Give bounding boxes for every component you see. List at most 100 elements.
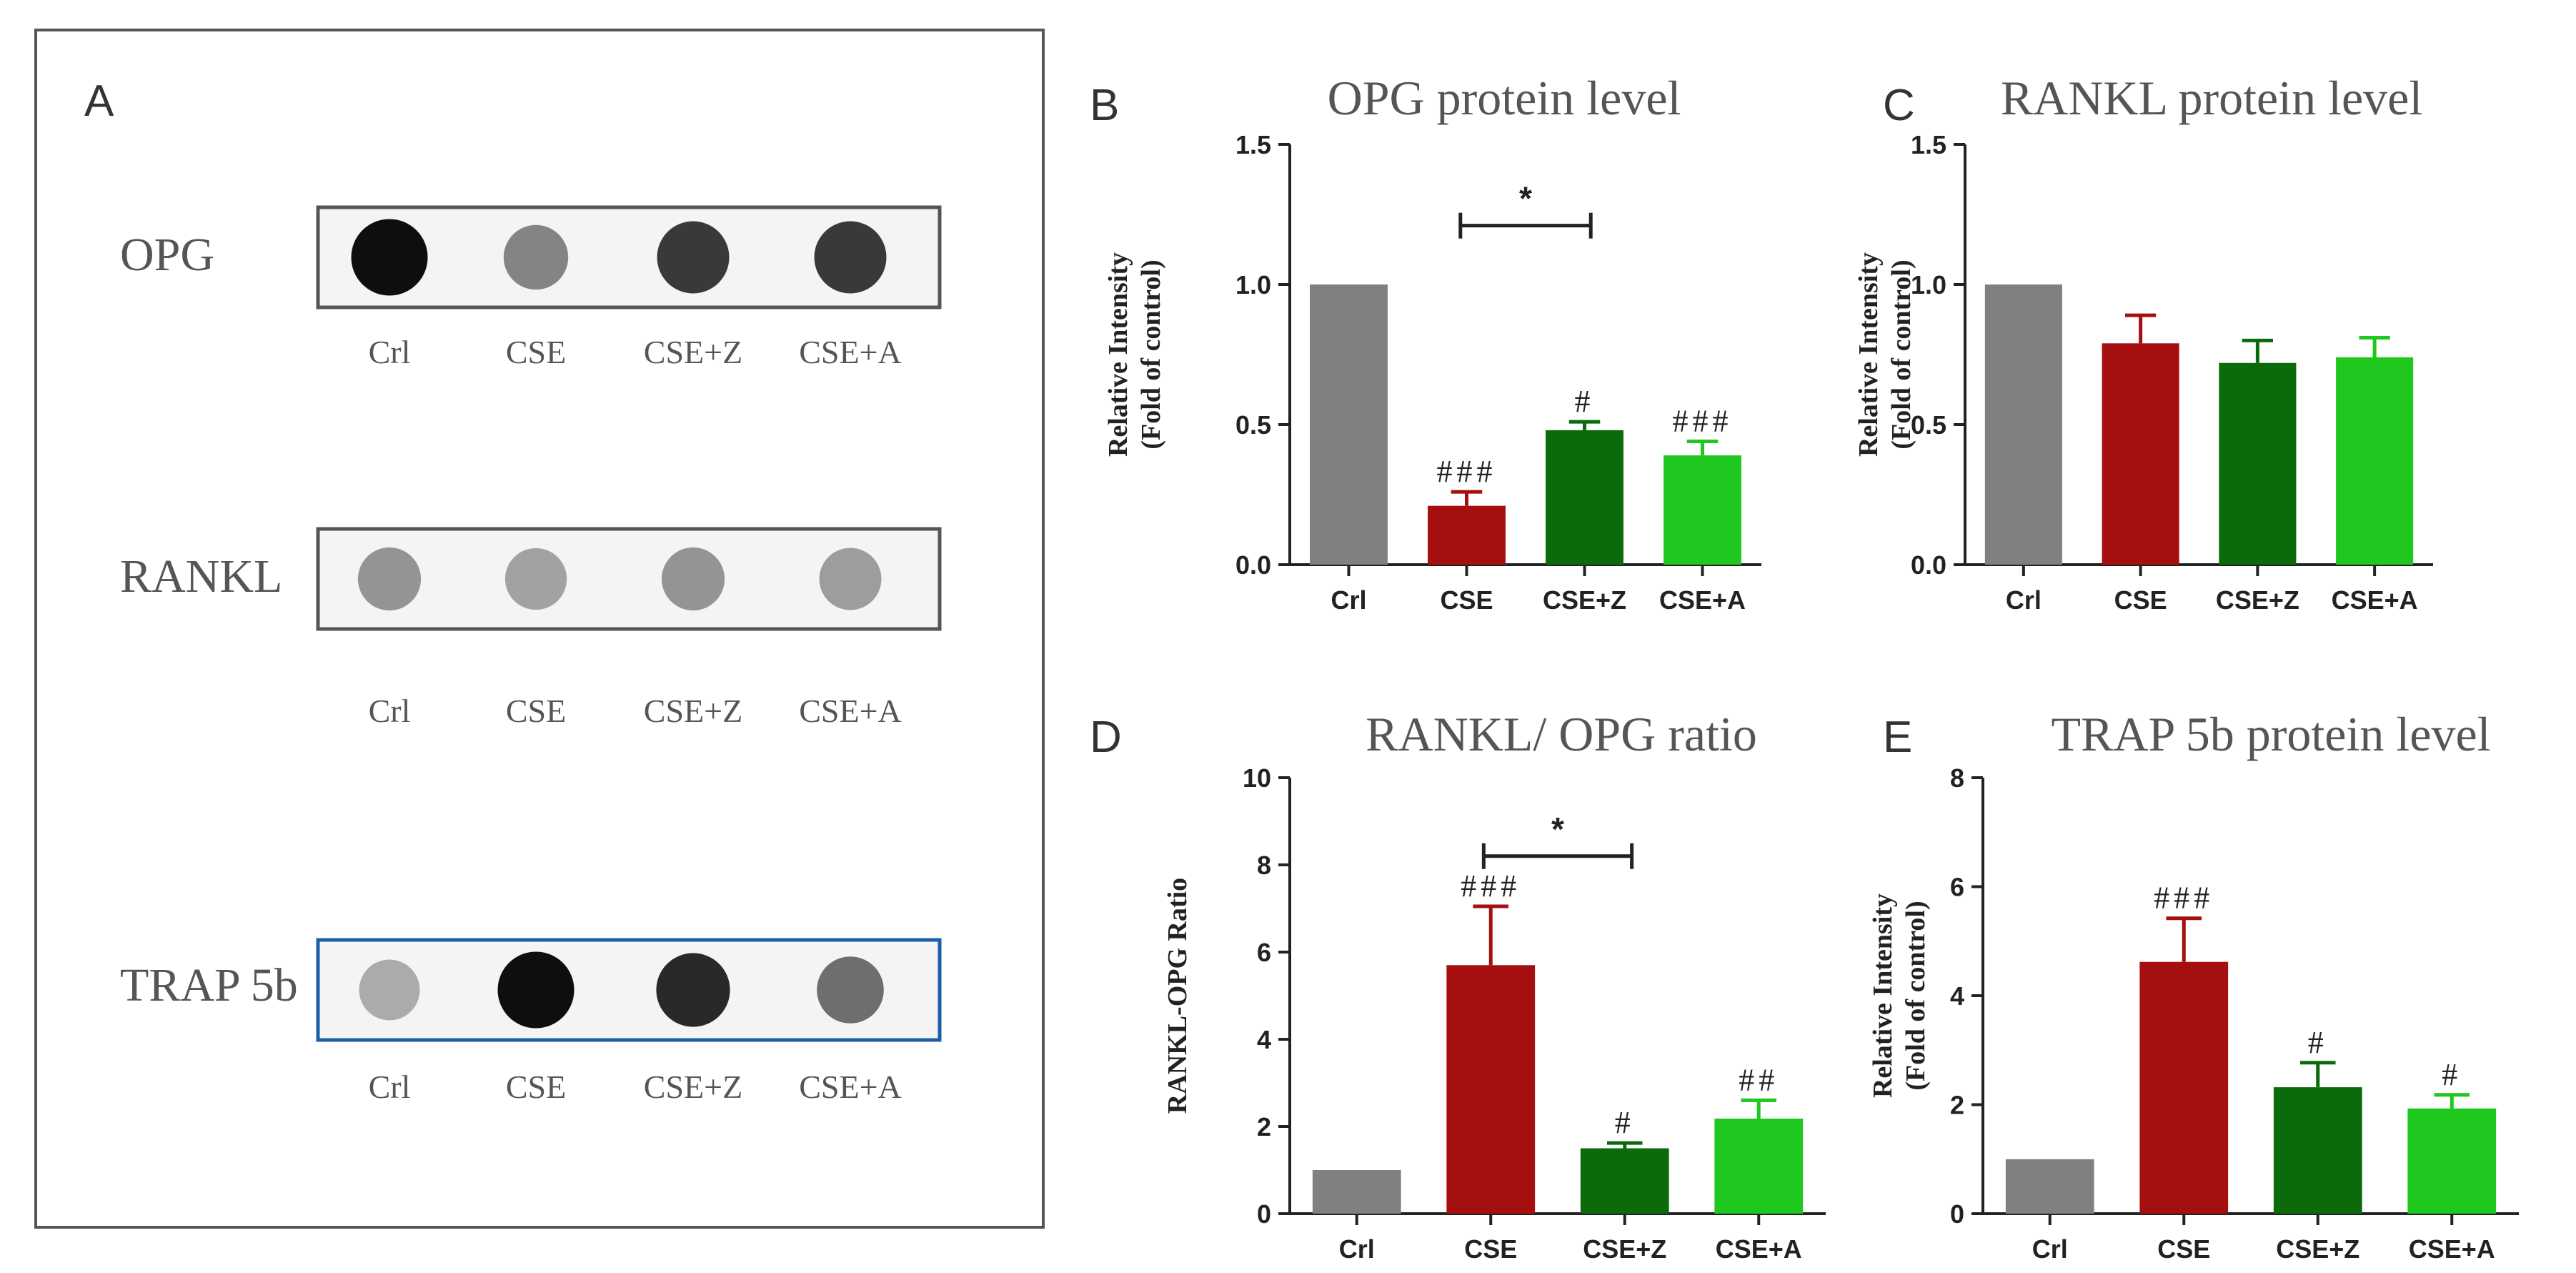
blot-rankl-lane-label-cse: CSE (506, 693, 566, 729)
chart-d-ytick-label-0: 0 (1257, 1199, 1271, 1229)
blot-opg-spot-cse (503, 224, 569, 290)
chart-e-category-label-crl: Crl (2032, 1234, 2068, 1264)
chart-d-annotation-cse-a: ## (1739, 1062, 1779, 1097)
blot-rankl-label: RANKL (120, 550, 282, 603)
blot-opg-lane-label-cse-z: CSE+Z (644, 334, 742, 370)
chart-d-bar-crl (1312, 1170, 1401, 1214)
chart-d-ytick-label-4: 8 (1257, 851, 1271, 880)
chart-e-bar-cse-a (2407, 1108, 2497, 1214)
blot-rankl-spot-cse-a (819, 548, 882, 610)
chart-b-category-label-cse-a: CSE+A (1659, 585, 1746, 615)
chart-e-bar-cse (2139, 961, 2229, 1214)
chart-d-ytick-label-1: 2 (1257, 1112, 1271, 1141)
chart-b-title: OPG protein level (1328, 71, 1681, 125)
chart-d-category-label-crl: Crl (1339, 1234, 1375, 1264)
blot-rankl-lane-label-cse-a: CSE+A (799, 693, 902, 729)
chart-b-bar-crl (1310, 284, 1388, 565)
chart-e-annotation-cse: ### (2154, 881, 2214, 916)
chart-e-category-label-cse: CSE (2157, 1234, 2210, 1264)
chart-c-panel-letter: C (1883, 81, 1915, 130)
blot-opg-lane-label-crl: Crl (369, 334, 411, 370)
chart-e-ytick-label-0: 0 (1950, 1199, 1964, 1229)
chart-b-ytick-label-3: 1.5 (1235, 130, 1271, 159)
chart-d-category-label-cse-z: CSE+Z (1583, 1234, 1666, 1264)
panel-a-letter: A (84, 76, 114, 126)
chart-c-ytick-label-0: 0.0 (1911, 550, 1946, 580)
chart-e-ytick-label-2: 4 (1950, 981, 1964, 1011)
chart-c-bar-cse-a (2336, 357, 2414, 565)
chart-c-category-label-cse-z: CSE+Z (2216, 585, 2299, 615)
chart-c-bar-cse (2102, 343, 2179, 565)
blot-trap-5b-spot-cse-z (656, 953, 730, 1027)
chart-d-ylabel-line-1: RANKL-OPG Ratio (1163, 878, 1193, 1114)
blot-opg-spot-cse-z (657, 221, 730, 294)
chart-d-ytick-label-5: 10 (1243, 763, 1271, 793)
chart-b-panel-letter: B (1090, 81, 1119, 130)
blot-opg-lane-label-cse: CSE (506, 334, 566, 370)
chart-c-title: RANKL protein level (2001, 71, 2422, 125)
chart-e-annotation-cse-z: # (2308, 1025, 2328, 1060)
chart-e-annotation-cse-a: # (2442, 1057, 2462, 1092)
chart-d-annotation-cse-z: # (1615, 1105, 1635, 1140)
chart-e-bar-cse-z (2273, 1087, 2362, 1214)
chart-c-category-label-cse-a: CSE+A (2332, 585, 2418, 615)
chart-d-bar-cse-z (1580, 1148, 1669, 1214)
blot-trap-5b-lane-label-crl: Crl (369, 1069, 411, 1105)
chart-d: D RANKL/ OPG ratio RANKL-OPG Ratio 0 2 4 6 8 10 C… (1090, 707, 1826, 1264)
chart-d-category-label-cse: CSE (1464, 1234, 1517, 1264)
chart-b-ylabel-line-2: (Fold of control) (1136, 259, 1166, 449)
chart-c-bar-cse-z (2219, 362, 2297, 565)
chart-d-panel-letter: D (1090, 713, 1122, 762)
chart-c-ylabel-line-1: Relative Intensity (1854, 252, 1884, 457)
chart-e-ytick-label-1: 2 (1950, 1091, 1964, 1120)
chart-d-category-label-cse-a: CSE+A (1716, 1234, 1802, 1264)
chart-e-panel-letter: E (1883, 713, 1912, 762)
chart-b-bar-cse (1428, 505, 1506, 565)
chart-b: B OPG protein level Relative Intensity (Fol… (1090, 71, 1761, 615)
blot-trap-5b-label: TRAP 5b (120, 959, 298, 1011)
blot-rankl-spot-cse-z (661, 547, 725, 611)
blot-opg-spot-cse-a (814, 221, 887, 294)
blot-trap-5b-spot-crl (359, 959, 420, 1021)
blot-rankl-lane-label-crl: Crl (369, 693, 411, 729)
panel-a-frame (34, 29, 1045, 1229)
chart-b-annotation-cse-a: ### (1673, 404, 1733, 439)
chart-b-ytick-label-2: 1.0 (1235, 270, 1271, 299)
chart-b-annotation-cse-z: # (1575, 384, 1595, 419)
chart-b-ylabel-line-1: Relative Intensity (1103, 252, 1133, 457)
chart-b-comparison-label: * (1519, 180, 1532, 217)
chart-d-comparison-label: * (1551, 811, 1564, 848)
chart-b-bar-cse-a (1664, 455, 1741, 565)
chart-d-bar-cse-a (1714, 1119, 1804, 1214)
chart-c-ytick-label-1: 0.5 (1911, 410, 1946, 440)
blot-trap-5b-lane-label-cse-z: CSE+Z (644, 1069, 742, 1105)
chart-c-category-label-crl: Crl (2006, 585, 2042, 615)
chart-d-ytick-label-2: 4 (1257, 1025, 1271, 1054)
chart-b-bar-cse-z (1546, 430, 1623, 565)
chart-e-category-label-cse-z: CSE+Z (2276, 1234, 2359, 1264)
chart-c-bar-crl (1984, 284, 2062, 565)
chart-d-annotation-cse: ### (1461, 868, 1521, 903)
chart-e-bar-crl (2005, 1159, 2094, 1214)
blot-rankl-lane-label-cse-z: CSE+Z (644, 693, 742, 729)
chart-c: C RANKL protein level Relative Intensity (F… (1854, 71, 2433, 615)
blot-opg-lane-label-cse-a: CSE+A (799, 334, 902, 370)
blot-opg-label: OPG (120, 229, 214, 281)
blot-trap-5b-spot-cse (497, 951, 575, 1029)
chart-e-category-label-cse-a: CSE+A (2409, 1234, 2495, 1264)
blot-rankl-spot-cse (504, 548, 567, 610)
chart-e-title: TRAP 5b protein level (2051, 707, 2490, 761)
chart-e-ylabel-line-1: Relative Intensity (1868, 893, 1898, 1098)
chart-c-ytick-label-3: 1.5 (1911, 130, 1946, 159)
chart-e-ytick-label-4: 8 (1950, 763, 1964, 793)
blot-trap-5b-lane-label-cse-a: CSE+A (799, 1069, 902, 1105)
chart-e: E TRAP 5b protein level Relative Intensity… (1868, 707, 2519, 1264)
blot-opg-spot-crl (351, 219, 428, 296)
chart-b-ytick-label-1: 0.5 (1235, 410, 1271, 440)
chart-e-ytick-label-3: 6 (1950, 873, 1964, 902)
chart-d-bar-cse (1446, 965, 1536, 1214)
chart-b-annotation-cse: ### (1437, 454, 1497, 489)
chart-b-category-label-cse: CSE (1440, 585, 1493, 615)
